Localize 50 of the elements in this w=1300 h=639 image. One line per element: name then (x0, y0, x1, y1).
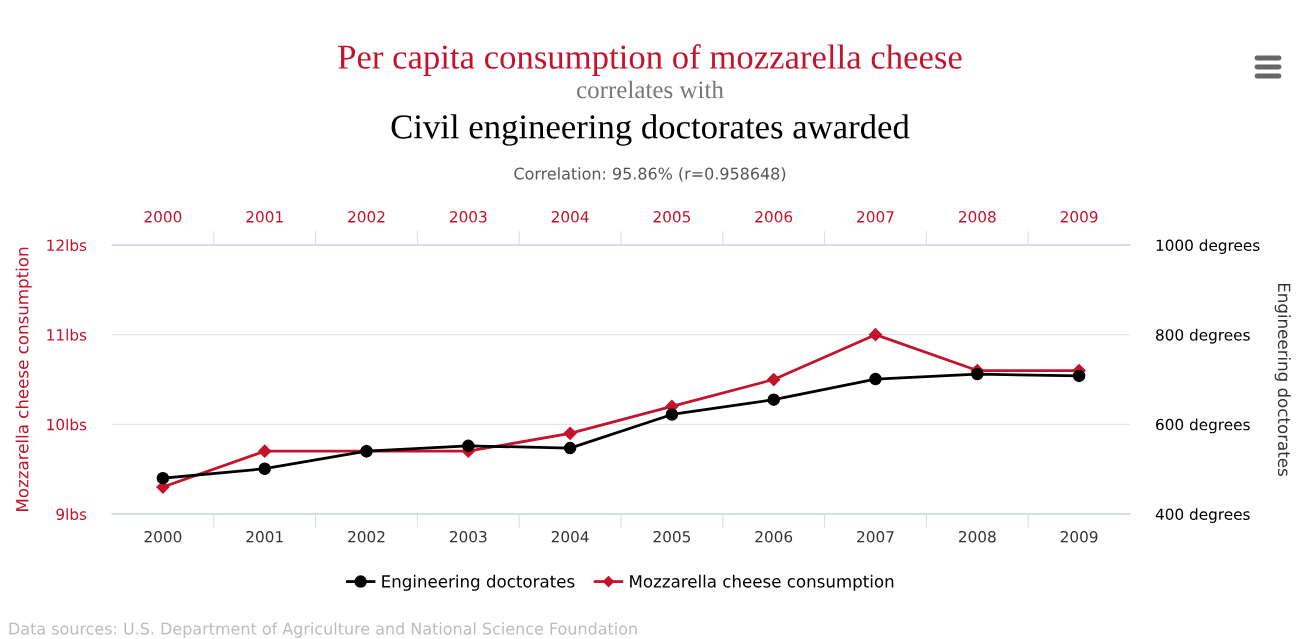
category-label: 2000 (144, 211, 182, 223)
x-tick-label: 2006 (755, 530, 793, 543)
category-label: 2001 (246, 211, 283, 223)
category-label: 2006 (755, 211, 793, 223)
x-tick-label: 2002 (348, 530, 385, 543)
x-tick-label: 2007 (857, 530, 894, 543)
point (156, 471, 170, 485)
y2-tick-label: 400 degrees (1155, 508, 1250, 523)
point (971, 367, 984, 381)
category-label: 2009 (1060, 211, 1098, 223)
text: Correlation: 95.86% (r=0.958648) (514, 167, 786, 182)
legend-label: Engineering doctorates (382, 574, 575, 591)
x-tick-label: 2001 (246, 530, 283, 543)
category-label: 2002 (348, 211, 385, 223)
point (767, 372, 781, 387)
y-tick-label: 10lbs (47, 418, 87, 431)
y2-tick-label: 600 degrees (1156, 418, 1250, 434)
text: Civil engineering doctorates awarded (391, 114, 910, 146)
category-label: 2004 (551, 211, 589, 223)
point (563, 426, 577, 440)
y2-tick-label: 800 degrees (1156, 328, 1250, 344)
text: Data sources: U.S. Department of Agriculture and National Science Foundation (9, 622, 637, 638)
point (258, 444, 272, 458)
x-tick-label: 2009 (1060, 530, 1098, 543)
x-tick-label: 2004 (551, 530, 589, 543)
point (665, 408, 679, 421)
point (258, 462, 271, 475)
chart-title: Per capita consumption of mozzarella cheese (338, 44, 962, 76)
x-tick-label: 2000 (144, 530, 182, 543)
point (563, 441, 577, 455)
category-label: 2007 (857, 211, 894, 223)
x-tick-label: 2003 (449, 530, 487, 543)
point (1072, 369, 1086, 383)
y-tick-label: 12lbs (47, 239, 87, 252)
x-tick-label: 2008 (958, 530, 996, 543)
category-label: 2003 (449, 211, 487, 223)
y-tick-label: 11lbs (47, 328, 87, 341)
y-axis-title: Mozzarella cheese consumption (15, 247, 32, 511)
y2-tick-label: 1000 degrees (1156, 239, 1260, 254)
point (462, 439, 475, 453)
y2-axis-title: Engineering doctorates (1274, 283, 1291, 476)
x-tick-label: 2005 (653, 530, 691, 543)
chart-subtitle: correlates with (577, 80, 724, 99)
category-label: 2005 (653, 211, 691, 223)
legend-label: Mozzarella cheese consumption (630, 574, 894, 591)
y-tick-label: 9lbs (56, 508, 87, 521)
category-label: 2008 (958, 211, 996, 223)
point (869, 372, 882, 386)
point (767, 393, 780, 406)
point (868, 328, 883, 342)
